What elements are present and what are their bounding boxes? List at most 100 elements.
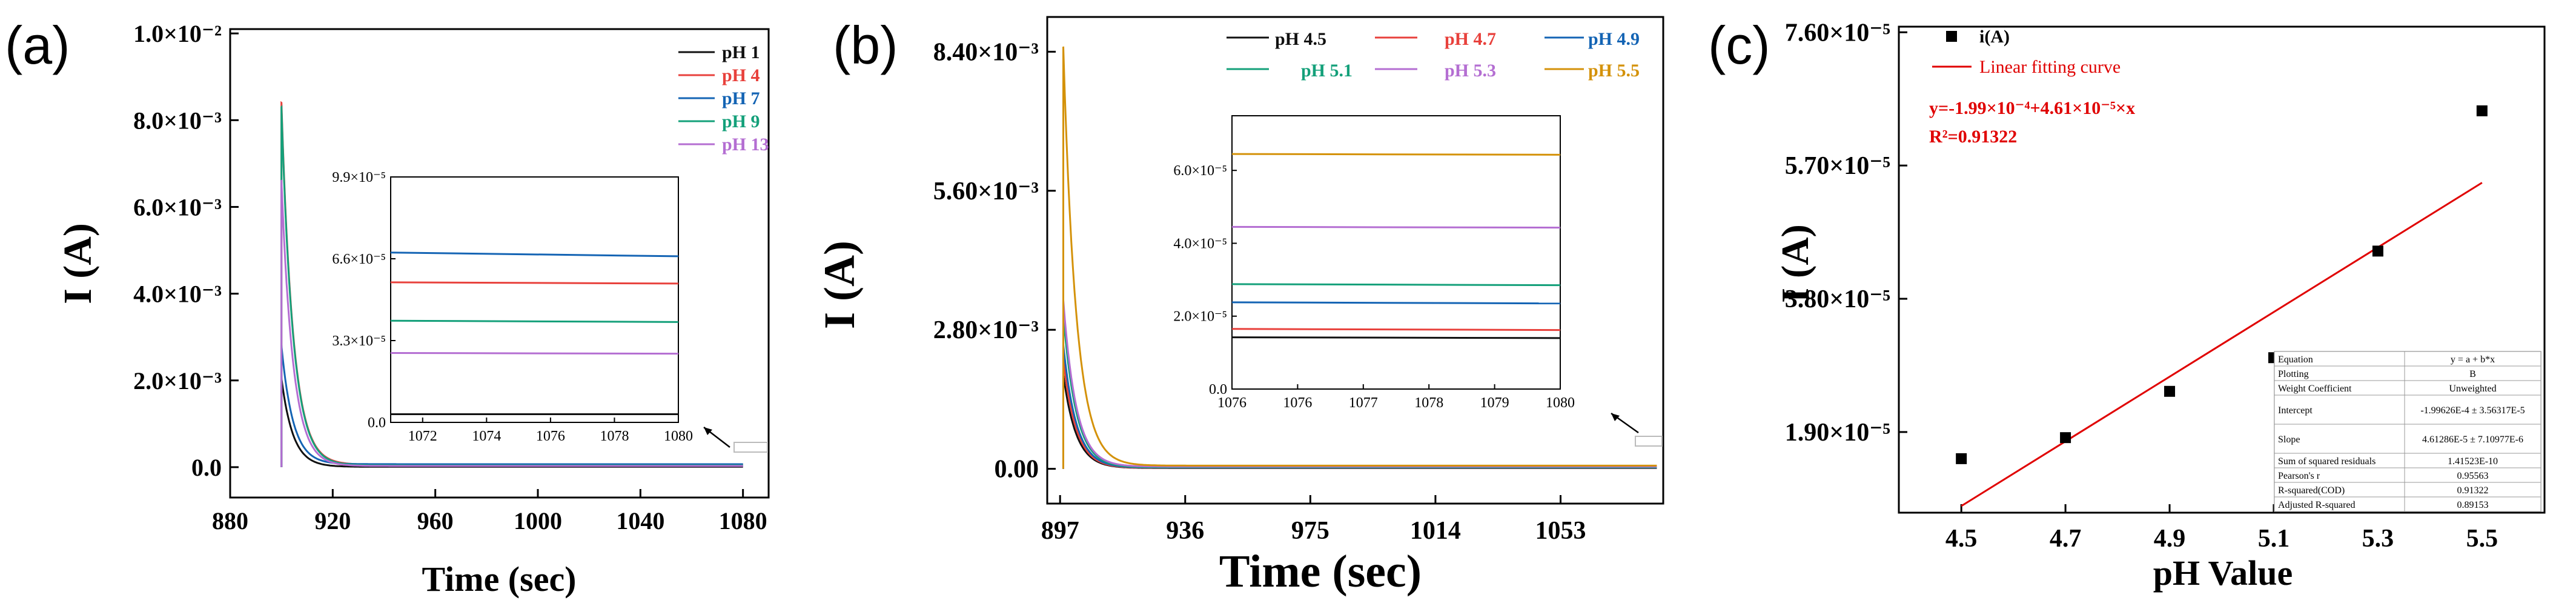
y-tick-label: 5.70×10⁻⁵ <box>1785 152 1890 180</box>
series-line-pH53 <box>1062 299 1657 469</box>
x-tick-label: 1053 <box>1535 517 1586 545</box>
table-key: Sum of squared residuals <box>2278 456 2376 467</box>
y-tick-label: 2.0×10⁻³ <box>133 367 222 395</box>
table-cell <box>2274 467 2405 483</box>
panel-c-stats-table: Equation y = a + b*x Plotting B Weight Coeff… <box>2274 351 2541 512</box>
inset-x-tick-label: 1079 <box>1480 395 1509 411</box>
inset-x-tick-label: 1080 <box>664 428 693 444</box>
inset-series-line-pH9 <box>390 319 679 323</box>
legend-a-label-ph7: pH 7 <box>722 88 760 108</box>
x-tick-label: 1080 <box>719 507 767 534</box>
inset-x-tick-label: 1076 <box>536 428 565 444</box>
panel-c-chart: 1.90×10⁻⁵ 3.80×10⁻⁵ 5.70×10⁻⁵ 7.60×10⁻⁵ 4.5… <box>1773 19 2546 593</box>
panel-b-zoom-arrowhead <box>1611 413 1620 421</box>
panel-c-r2: R²=0.91322 <box>1929 127 2017 147</box>
panel-b-zoom-box <box>1635 436 1663 447</box>
inset-series-line-pH47 <box>1231 328 1561 331</box>
data-point <box>2476 105 2488 116</box>
inset-series-line-pH55 <box>1231 153 1561 156</box>
x-tick-label: 960 <box>417 507 454 534</box>
inset-y-tick-label: 4.0×10⁻⁵ <box>1173 236 1227 251</box>
legend-a-label-ph9: pH 9 <box>722 112 760 132</box>
panel-c-xlabel: pH Value <box>2153 553 2293 593</box>
inset-series-line-pH4 <box>390 281 679 285</box>
inset-x-tick-label: 1074 <box>472 428 501 444</box>
x-tick-label: 975 <box>1291 517 1329 545</box>
panel-a-chart: 0.0 2.0×10⁻³ 4.0×10⁻³ 6.0×10⁻³ 8.0×10⁻³ 1.0×1… <box>56 20 770 599</box>
data-point <box>1956 453 1967 464</box>
y-tick-label: 8.40×10⁻³ <box>933 38 1039 66</box>
table-key: Plotting <box>2278 369 2309 379</box>
panel-label-a: (a) <box>5 15 70 75</box>
table-cell <box>2404 424 2541 454</box>
y-tick-label: 1.90×10⁻⁵ <box>1785 419 1890 447</box>
fit-line <box>1961 182 2483 507</box>
data-point <box>2372 245 2383 257</box>
y-tick-label: 4.0×10⁻³ <box>133 281 222 308</box>
inset-y-tick-label: 0.0 <box>368 415 386 431</box>
panel-a-zoom-arrowhead <box>704 427 712 435</box>
table-key: R-squared(COD) <box>2278 485 2345 496</box>
legend-b-label-ph53: pH 5.3 <box>1445 61 1496 81</box>
inset-y-tick-label: 3.3×10⁻⁵ <box>332 333 386 349</box>
inset-y-tick-label: 2.0×10⁻⁵ <box>1173 309 1227 325</box>
x-tick-label: 920 <box>314 507 351 534</box>
panel-a-inset-frame <box>390 176 679 423</box>
y-tick-label: 0.0 <box>191 454 222 481</box>
legend-b-label-ph51: pH 5.1 <box>1301 61 1353 81</box>
legend-c-fit-label: Linear fitting curve <box>1979 57 2121 77</box>
legend-a-label-ph13: pH 13 <box>722 135 769 155</box>
y-tick-label: 1.0×10⁻² <box>133 20 222 47</box>
table-cell <box>2404 467 2541 483</box>
table-key: Intercept <box>2278 405 2313 416</box>
inset-y-tick-label: 0.0 <box>1209 382 1227 398</box>
x-tick-label: 936 <box>1166 517 1204 545</box>
table-cell <box>2274 351 2405 367</box>
y-tick-label: 0.00 <box>995 456 1039 484</box>
x-tick-label: 4.7 <box>2050 525 2082 553</box>
x-tick-label: 5.1 <box>2258 525 2290 553</box>
y-tick-label: 7.60×10⁻⁵ <box>1785 19 1890 47</box>
panel-label-b: (b) <box>833 15 898 75</box>
panel-b-ylabel: I (A) <box>815 241 864 329</box>
panel-a-ylabel: I (A) <box>56 223 100 304</box>
inset-y-tick-label: 6.0×10⁻⁵ <box>1173 163 1227 179</box>
inset-x-tick-label: 1077 <box>1349 395 1378 411</box>
panel-a-xlabel: Time (sec) <box>422 559 577 599</box>
inset-series-line-pH49 <box>1231 301 1561 305</box>
inset-x-tick-label: 1076 <box>1283 395 1312 411</box>
panel-c-ylabel: I (A) <box>1773 224 1816 303</box>
table-key: Slope <box>2278 435 2300 445</box>
inset-x-tick-label: 1076 <box>1217 395 1247 411</box>
legend-b-label-ph47: pH 4.7 <box>1445 29 1496 49</box>
table-cell <box>2404 482 2541 498</box>
legend-c-points-label: i(A) <box>1979 27 2010 47</box>
x-tick-label: 4.9 <box>2154 525 2186 553</box>
y-tick-label: 2.80×10⁻³ <box>933 316 1039 344</box>
legend-c-marker <box>1946 31 1957 42</box>
inset-y-tick-label: 9.9×10⁻⁵ <box>332 170 386 185</box>
data-point <box>2164 385 2176 397</box>
table-value: Unweighted <box>2449 384 2496 394</box>
table-cell <box>2404 380 2541 396</box>
y-tick-label: 5.60×10⁻³ <box>933 178 1039 205</box>
inset-series-line-pH51 <box>1231 283 1561 287</box>
panel-b-chart: 0.00 2.80×10⁻³ 5.60×10⁻³ 8.40×10⁻³ 897 936 97… <box>815 16 1664 597</box>
table-value: 0.89153 <box>2457 500 2489 510</box>
panel-a-frame <box>229 28 770 499</box>
table-key: Adjusted R-squared <box>2278 500 2356 510</box>
inset-series-line-pH7 <box>390 251 679 258</box>
series-line-pH55 <box>1062 46 1657 469</box>
legend-a-label-ph1: pH 1 <box>722 42 760 62</box>
table-cell <box>2404 365 2541 381</box>
x-tick-label: 1040 <box>616 507 664 534</box>
panel-b-xlabel: Time (sec) <box>1219 546 1422 597</box>
table-cell <box>2274 424 2405 454</box>
table-cell <box>2404 351 2541 367</box>
table-value: -1.99626E-4 ± 3.56317E-5 <box>2420 405 2525 416</box>
table-cell <box>2274 395 2405 425</box>
y-tick-label: 6.0×10⁻³ <box>133 193 222 221</box>
panel-b-frame <box>1046 16 1664 505</box>
y-tick-label: 3.80×10⁻⁵ <box>1785 285 1890 313</box>
